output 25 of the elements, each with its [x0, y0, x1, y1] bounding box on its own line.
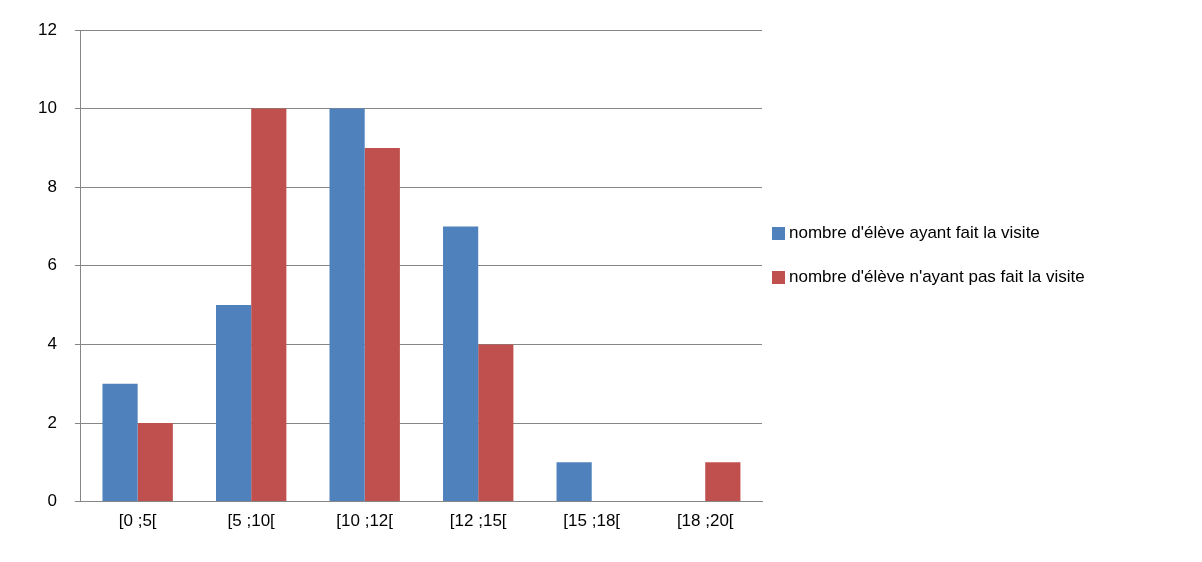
x-tick-label: [5 ;10[: [227, 511, 276, 531]
bar: [215, 305, 252, 502]
bar: [102, 383, 138, 502]
bar: [478, 344, 514, 502]
legend-label: nombre d'élève ayant fait la visite: [789, 222, 1040, 244]
y-tick-label: 10: [37, 98, 57, 118]
bar: [251, 108, 287, 502]
x-tick-label: [0 ;5[: [118, 511, 157, 531]
bar: [556, 462, 592, 502]
y-tick-label: 0: [47, 491, 57, 511]
bar: [364, 147, 400, 502]
x-tick-label: [15 ;18[: [563, 511, 621, 531]
y-tick-label: 6: [47, 255, 57, 275]
bar: [137, 423, 173, 502]
bar: [329, 108, 365, 502]
y-tick-label: 12: [37, 19, 57, 39]
y-tick-label: 4: [47, 334, 57, 354]
bar: [443, 226, 479, 502]
y-tick-label: 8: [47, 176, 57, 196]
x-tick-label: [18 ;20[: [676, 511, 734, 531]
y-tick-label: 2: [47, 412, 57, 432]
x-tick-label: [12 ;15[: [449, 511, 507, 531]
x-tick-label: [10 ;12[: [336, 511, 394, 531]
legend-label: nombre d'élève n'ayant pas fait la visite: [789, 266, 1085, 288]
bar: [705, 462, 741, 502]
